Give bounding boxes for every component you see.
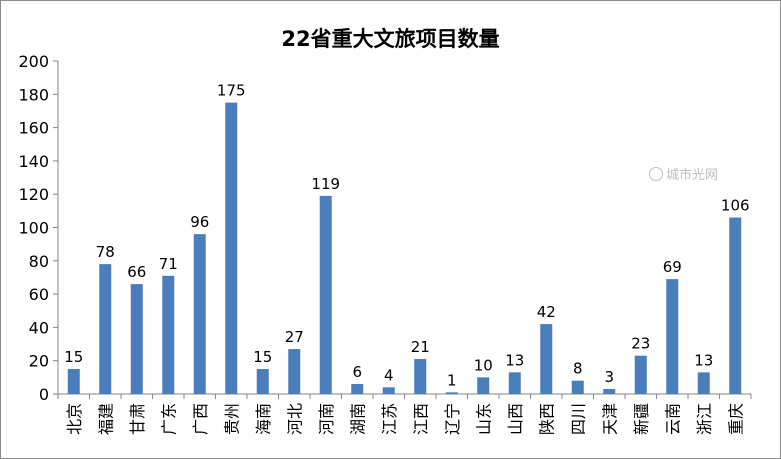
- bar: [351, 384, 364, 394]
- category-label: 广东: [159, 403, 178, 435]
- watermark: 城市光网: [649, 164, 718, 183]
- category-label: 福建: [96, 403, 115, 435]
- bar: [477, 377, 490, 394]
- data-label: 106: [721, 197, 750, 215]
- data-label: 71: [159, 255, 178, 273]
- bar: [130, 284, 143, 394]
- bar: [540, 324, 553, 394]
- data-label: 15: [64, 348, 83, 366]
- category-label: 河北: [285, 403, 304, 435]
- category-label: 甘肃: [128, 403, 147, 435]
- bar: [319, 195, 332, 394]
- category-label: 辽宁: [443, 403, 462, 435]
- bar: [288, 349, 301, 394]
- bar: [571, 380, 584, 394]
- y-tick-label: 40: [29, 318, 49, 337]
- y-tick-label: 80: [29, 252, 49, 271]
- bar: [697, 372, 710, 394]
- chart-title: 22省重大文旅项目数量: [281, 27, 500, 51]
- data-label: 15: [253, 348, 272, 366]
- bar: [382, 387, 395, 394]
- category-label: 海南: [254, 403, 273, 435]
- bar: [445, 392, 458, 394]
- y-tick-label: 100: [18, 219, 49, 238]
- data-label: 23: [631, 335, 650, 353]
- data-label: 119: [311, 175, 340, 193]
- data-label: 27: [285, 328, 304, 346]
- data-label: 21: [411, 338, 430, 356]
- category-label: 河南: [317, 403, 336, 435]
- data-label: 78: [96, 243, 115, 261]
- category-label: 天津: [600, 403, 619, 435]
- data-label: 96: [190, 213, 209, 231]
- data-label: 66: [127, 263, 146, 281]
- y-tick-label: 60: [29, 285, 49, 304]
- data-label: 13: [694, 351, 713, 369]
- data-label: 6: [352, 363, 362, 381]
- data-label: 69: [663, 258, 682, 276]
- category-label: 云南: [663, 403, 682, 435]
- data-label: 8: [573, 360, 583, 378]
- category-label: 重庆: [726, 403, 745, 435]
- bar: [666, 279, 679, 394]
- y-tick-label: 140: [18, 152, 49, 171]
- y-tick-label: 120: [18, 185, 49, 204]
- y-tick-label: 160: [18, 119, 49, 138]
- bar: [193, 234, 206, 394]
- bar: [414, 359, 427, 394]
- data-label: 3: [604, 368, 614, 386]
- bar: [634, 355, 647, 394]
- data-label: 10: [474, 356, 493, 374]
- category-label: 浙江: [695, 403, 714, 435]
- category-label: 贵州: [222, 403, 241, 435]
- category-label: 湖南: [348, 403, 367, 435]
- y-tick-label: 20: [29, 352, 49, 371]
- bar: [508, 372, 521, 394]
- watermark-logo-icon: [649, 166, 663, 181]
- category-label: 广西: [191, 403, 210, 435]
- bar: [729, 217, 742, 394]
- bar: [67, 369, 80, 394]
- category-label: 江苏: [380, 403, 399, 435]
- category-label: 四川: [569, 403, 588, 435]
- bar: [256, 369, 269, 394]
- bar: [603, 389, 616, 394]
- data-label: 4: [384, 366, 394, 384]
- category-label: 山西: [506, 403, 525, 435]
- data-label: 13: [505, 351, 524, 369]
- category-label: 陕西: [537, 403, 556, 435]
- y-tick-label: 180: [18, 85, 49, 104]
- bar: [99, 264, 112, 394]
- category-label: 北京: [65, 403, 84, 435]
- y-tick-label: 200: [18, 52, 49, 71]
- bar: [162, 275, 175, 394]
- data-label: 175: [217, 82, 246, 100]
- watermark-text: 城市光网: [666, 168, 719, 183]
- bar: [225, 102, 238, 394]
- data-label: 1: [447, 371, 457, 389]
- category-label: 江西: [411, 403, 430, 435]
- data-label: 42: [537, 303, 556, 321]
- category-label: 山东: [474, 403, 493, 435]
- category-label: 新疆: [632, 403, 651, 435]
- y-tick-label: 0: [39, 385, 49, 404]
